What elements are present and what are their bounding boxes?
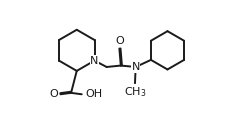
Text: CH$_3$: CH$_3$ <box>124 85 146 99</box>
Text: N: N <box>132 62 140 72</box>
Text: N: N <box>90 56 99 66</box>
Text: O: O <box>50 89 58 99</box>
Text: O: O <box>115 36 124 46</box>
Text: OH: OH <box>85 89 102 99</box>
